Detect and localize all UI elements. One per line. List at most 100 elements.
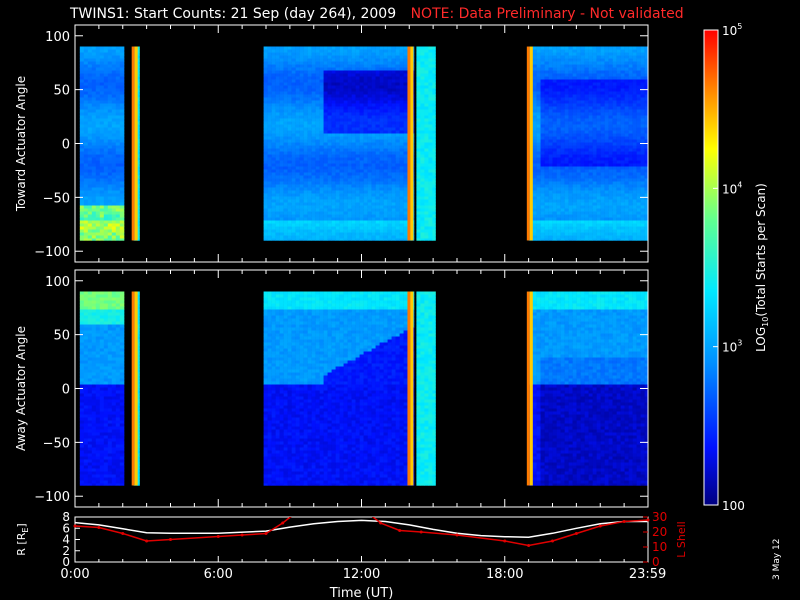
heat-cell — [107, 58, 113, 62]
heat-cell — [355, 115, 360, 119]
heat-cell — [275, 202, 280, 206]
heat-cell — [552, 220, 557, 224]
heat-cell — [299, 70, 304, 74]
heat-cell — [564, 193, 569, 197]
heat-cell — [556, 133, 561, 137]
heat-cell — [416, 118, 421, 122]
heat-cell — [335, 208, 340, 212]
heat-cell — [339, 64, 344, 68]
heat-cell — [600, 187, 605, 191]
heat-cell — [311, 190, 316, 194]
heat-cell — [95, 103, 101, 107]
heat-cell — [347, 106, 352, 110]
heat-cell — [303, 238, 308, 241]
heat-cell — [391, 160, 396, 164]
heat-cell — [99, 175, 105, 179]
heat-cell — [596, 157, 601, 161]
heat-cell — [327, 184, 332, 188]
heat-cell — [351, 49, 356, 53]
heat-cell — [383, 154, 388, 158]
heat-cell — [564, 106, 569, 110]
heat-cell — [335, 178, 340, 182]
heat-cell — [592, 88, 597, 92]
heat-cell — [137, 79, 140, 83]
heat-cell — [327, 136, 332, 140]
heat-cell — [111, 238, 117, 241]
heat-cell — [279, 139, 284, 143]
heat-cell — [604, 115, 609, 119]
heat-cell — [560, 49, 565, 53]
heat-cell — [540, 232, 545, 236]
heat-cell — [363, 151, 368, 155]
heat-cell — [428, 178, 433, 182]
heat-cell — [588, 109, 593, 113]
heat-cell — [564, 121, 569, 125]
heat-cell — [363, 217, 368, 221]
heat-cell — [307, 49, 312, 53]
heat-cell — [83, 46, 89, 50]
heat-cell — [556, 184, 561, 188]
heat-cell — [91, 115, 97, 119]
heat-cell — [303, 76, 308, 80]
heat-cell — [327, 145, 332, 149]
heat-cell — [584, 202, 589, 206]
heat-cell — [287, 229, 292, 233]
heat-cell — [87, 115, 93, 119]
heat-cell — [327, 94, 332, 98]
heat-cell — [283, 220, 288, 224]
heat-cell — [556, 223, 561, 227]
heat-cell — [99, 109, 105, 113]
heat-cell — [371, 199, 376, 203]
heat-cell — [95, 100, 101, 104]
heat-cell — [576, 238, 581, 241]
heat-cell — [403, 46, 408, 50]
heat-cell — [540, 214, 545, 218]
heat-cell — [291, 229, 296, 233]
heat-cell — [532, 190, 537, 194]
heat-cell — [395, 52, 400, 56]
heat-cell — [103, 199, 109, 203]
heat-cell — [399, 49, 404, 53]
heat-cell — [399, 154, 404, 158]
heat-cell — [347, 151, 352, 155]
heat-cell — [267, 160, 272, 164]
heat-cell — [564, 55, 569, 59]
heat-cell — [275, 55, 280, 59]
heat-cell — [343, 67, 348, 71]
heat-cell — [271, 211, 276, 215]
heat-cell — [580, 229, 585, 233]
heat-cell — [371, 121, 376, 125]
heat-cell — [275, 52, 280, 56]
heat-cell — [399, 217, 404, 221]
heat-cell — [383, 172, 388, 176]
heat-cell — [379, 151, 384, 155]
heat-cell — [315, 223, 320, 227]
heat-cell — [395, 148, 400, 152]
heat-cell — [564, 190, 569, 194]
heat-cell — [315, 226, 320, 230]
heat-cell — [287, 160, 292, 164]
heat-cell — [367, 235, 372, 239]
heat-cell — [271, 49, 276, 53]
heat-cell — [544, 214, 549, 218]
heat-cell — [416, 202, 421, 206]
heat-cell — [355, 61, 360, 65]
heat-cell — [95, 190, 101, 194]
heat-cell — [588, 187, 593, 191]
heat-cell — [359, 46, 364, 50]
heat-cell — [343, 148, 348, 152]
heat-cell — [375, 136, 380, 140]
heat-cell — [564, 76, 569, 80]
heat-cell — [87, 238, 93, 241]
heat-cell — [303, 202, 308, 206]
heat-cell — [428, 85, 433, 89]
heat-cell — [560, 130, 565, 134]
heat-cell — [359, 64, 364, 68]
heat-cell — [604, 70, 609, 74]
heat-cell — [584, 178, 589, 182]
heat-cell — [351, 61, 356, 65]
heat-cell — [319, 232, 324, 236]
heat-cell — [536, 220, 541, 224]
heat-cell — [327, 109, 332, 113]
